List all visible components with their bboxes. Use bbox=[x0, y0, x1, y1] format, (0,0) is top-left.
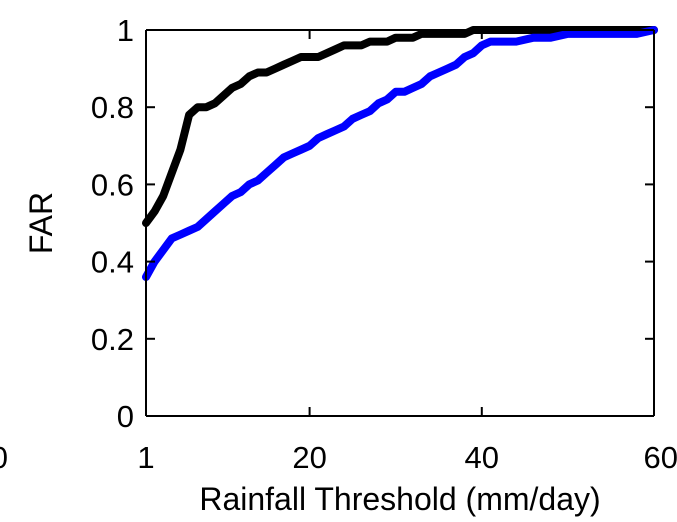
y-tick-label: 1 bbox=[117, 13, 134, 48]
x-tick-label: 1 bbox=[137, 440, 154, 475]
clipped-x-tick-label: 0 bbox=[0, 440, 8, 475]
y-tick-label: 0.2 bbox=[91, 322, 134, 357]
y-tick-label: 0 bbox=[117, 399, 134, 434]
x-tick-label: 60 bbox=[644, 440, 677, 475]
y-tick-label: 0.8 bbox=[91, 90, 134, 125]
series-line-2 bbox=[142, 26, 658, 281]
y-axis-title: FAR bbox=[23, 192, 59, 254]
x-tick-label: 20 bbox=[292, 440, 326, 475]
y-tick-label: 0.4 bbox=[91, 245, 134, 280]
y-tick-label: 0.6 bbox=[91, 167, 134, 202]
x-axis-title: Rainfall Threshold (mm/day) bbox=[199, 481, 600, 517]
axes: 0 0.2 0.4 0.6 0.8 1 1 20 40 60 0 bbox=[0, 13, 677, 475]
x-tick-label: 40 bbox=[465, 440, 499, 475]
